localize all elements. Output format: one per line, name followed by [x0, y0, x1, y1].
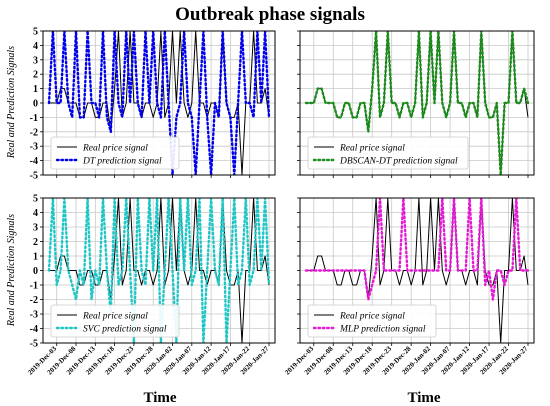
y-tick-label: -3 — [30, 310, 38, 321]
y-tick-label: -5 — [30, 171, 38, 182]
y-tick-label: -1 — [30, 113, 38, 124]
plot-frame — [42, 197, 276, 344]
subplot-top-left: -5 -4 -3 -2 -1 0 1 2 3 4 5 Real price signal DT pred… — [30, 27, 276, 182]
legend-label: Real price signal — [339, 144, 405, 154]
legend: Real price signal SVC prediction signal — [50, 304, 180, 338]
y-tick-label: 2 — [33, 237, 38, 248]
legend-label: Real price signal — [82, 312, 148, 322]
y-axis-label-top: Real and Prediction Signals — [6, 46, 17, 159]
prediction-line — [47, 31, 271, 175]
prediction-line — [304, 198, 530, 301]
y-tick-label: -2 — [30, 127, 38, 138]
subplot-bottom-left: -5-4-3-2-10123452019-Dec-032019-Dec-0820… — [26, 194, 276, 377]
prediction-line — [47, 198, 271, 343]
y-tick-label: 3 — [33, 55, 38, 66]
y-tick-label: 4 — [33, 208, 38, 219]
y-tick-label: 0 — [33, 99, 38, 110]
y-tick-label: -1 — [30, 281, 38, 292]
y-tick-label: -4 — [30, 324, 38, 335]
x-axis-label-right: Time — [407, 390, 440, 406]
y-tick-label: 4 — [33, 41, 38, 52]
y-tick-label: -4 — [30, 156, 38, 167]
real-price-line — [49, 198, 270, 343]
y-tick-label: 5 — [33, 27, 38, 38]
figure-title: Outbreak phase signals — [175, 4, 365, 25]
y-tick-label: -2 — [30, 295, 38, 306]
y-tick-label: 5 — [33, 194, 38, 205]
y-tick-label: -5 — [30, 339, 38, 350]
legend-label: Real price signal — [82, 144, 148, 154]
legend-label: Real price signal — [339, 312, 405, 322]
plot-frame — [299, 30, 535, 176]
y-tick-label: 1 — [33, 84, 38, 95]
legend-label: MLP prediction signal — [339, 325, 426, 335]
y-tick-label: 3 — [33, 223, 38, 234]
legend-label: DBSCAN-DT prediction signal — [339, 157, 458, 167]
real-price-line — [49, 31, 270, 175]
plot-frame — [42, 30, 276, 176]
x-axis-label-left: Time — [143, 390, 176, 406]
prediction-line — [304, 31, 530, 175]
legend-label: DT prediction signal — [82, 157, 162, 167]
plot-frame — [299, 197, 535, 344]
legend: Real price signal DBSCAN-DT prediction si… — [307, 136, 469, 170]
y-tick-label: 2 — [33, 70, 38, 81]
legend: Real price signal DT prediction signal — [50, 136, 180, 170]
legend: Real price signal MLP prediction signal — [307, 304, 437, 338]
y-tick-label: 0 — [33, 266, 38, 277]
subplot-top-right: Real price signal DBSCAN-DT prediction si… — [297, 30, 535, 178]
y-axis-label-bottom: Real and Prediction Signals — [6, 214, 17, 327]
y-tick-label: -3 — [30, 142, 38, 153]
subplot-grid: -5 -4 -3 -2 -1 0 1 2 3 4 5 Real price signal DT pred… — [26, 27, 535, 377]
legend-label: SVC prediction signal — [83, 325, 167, 335]
subplot-bottom-right: 2019-Dec-032019-Dec-082019-Dec-132019-De… — [283, 197, 535, 377]
y-tick-label: 1 — [33, 252, 38, 263]
